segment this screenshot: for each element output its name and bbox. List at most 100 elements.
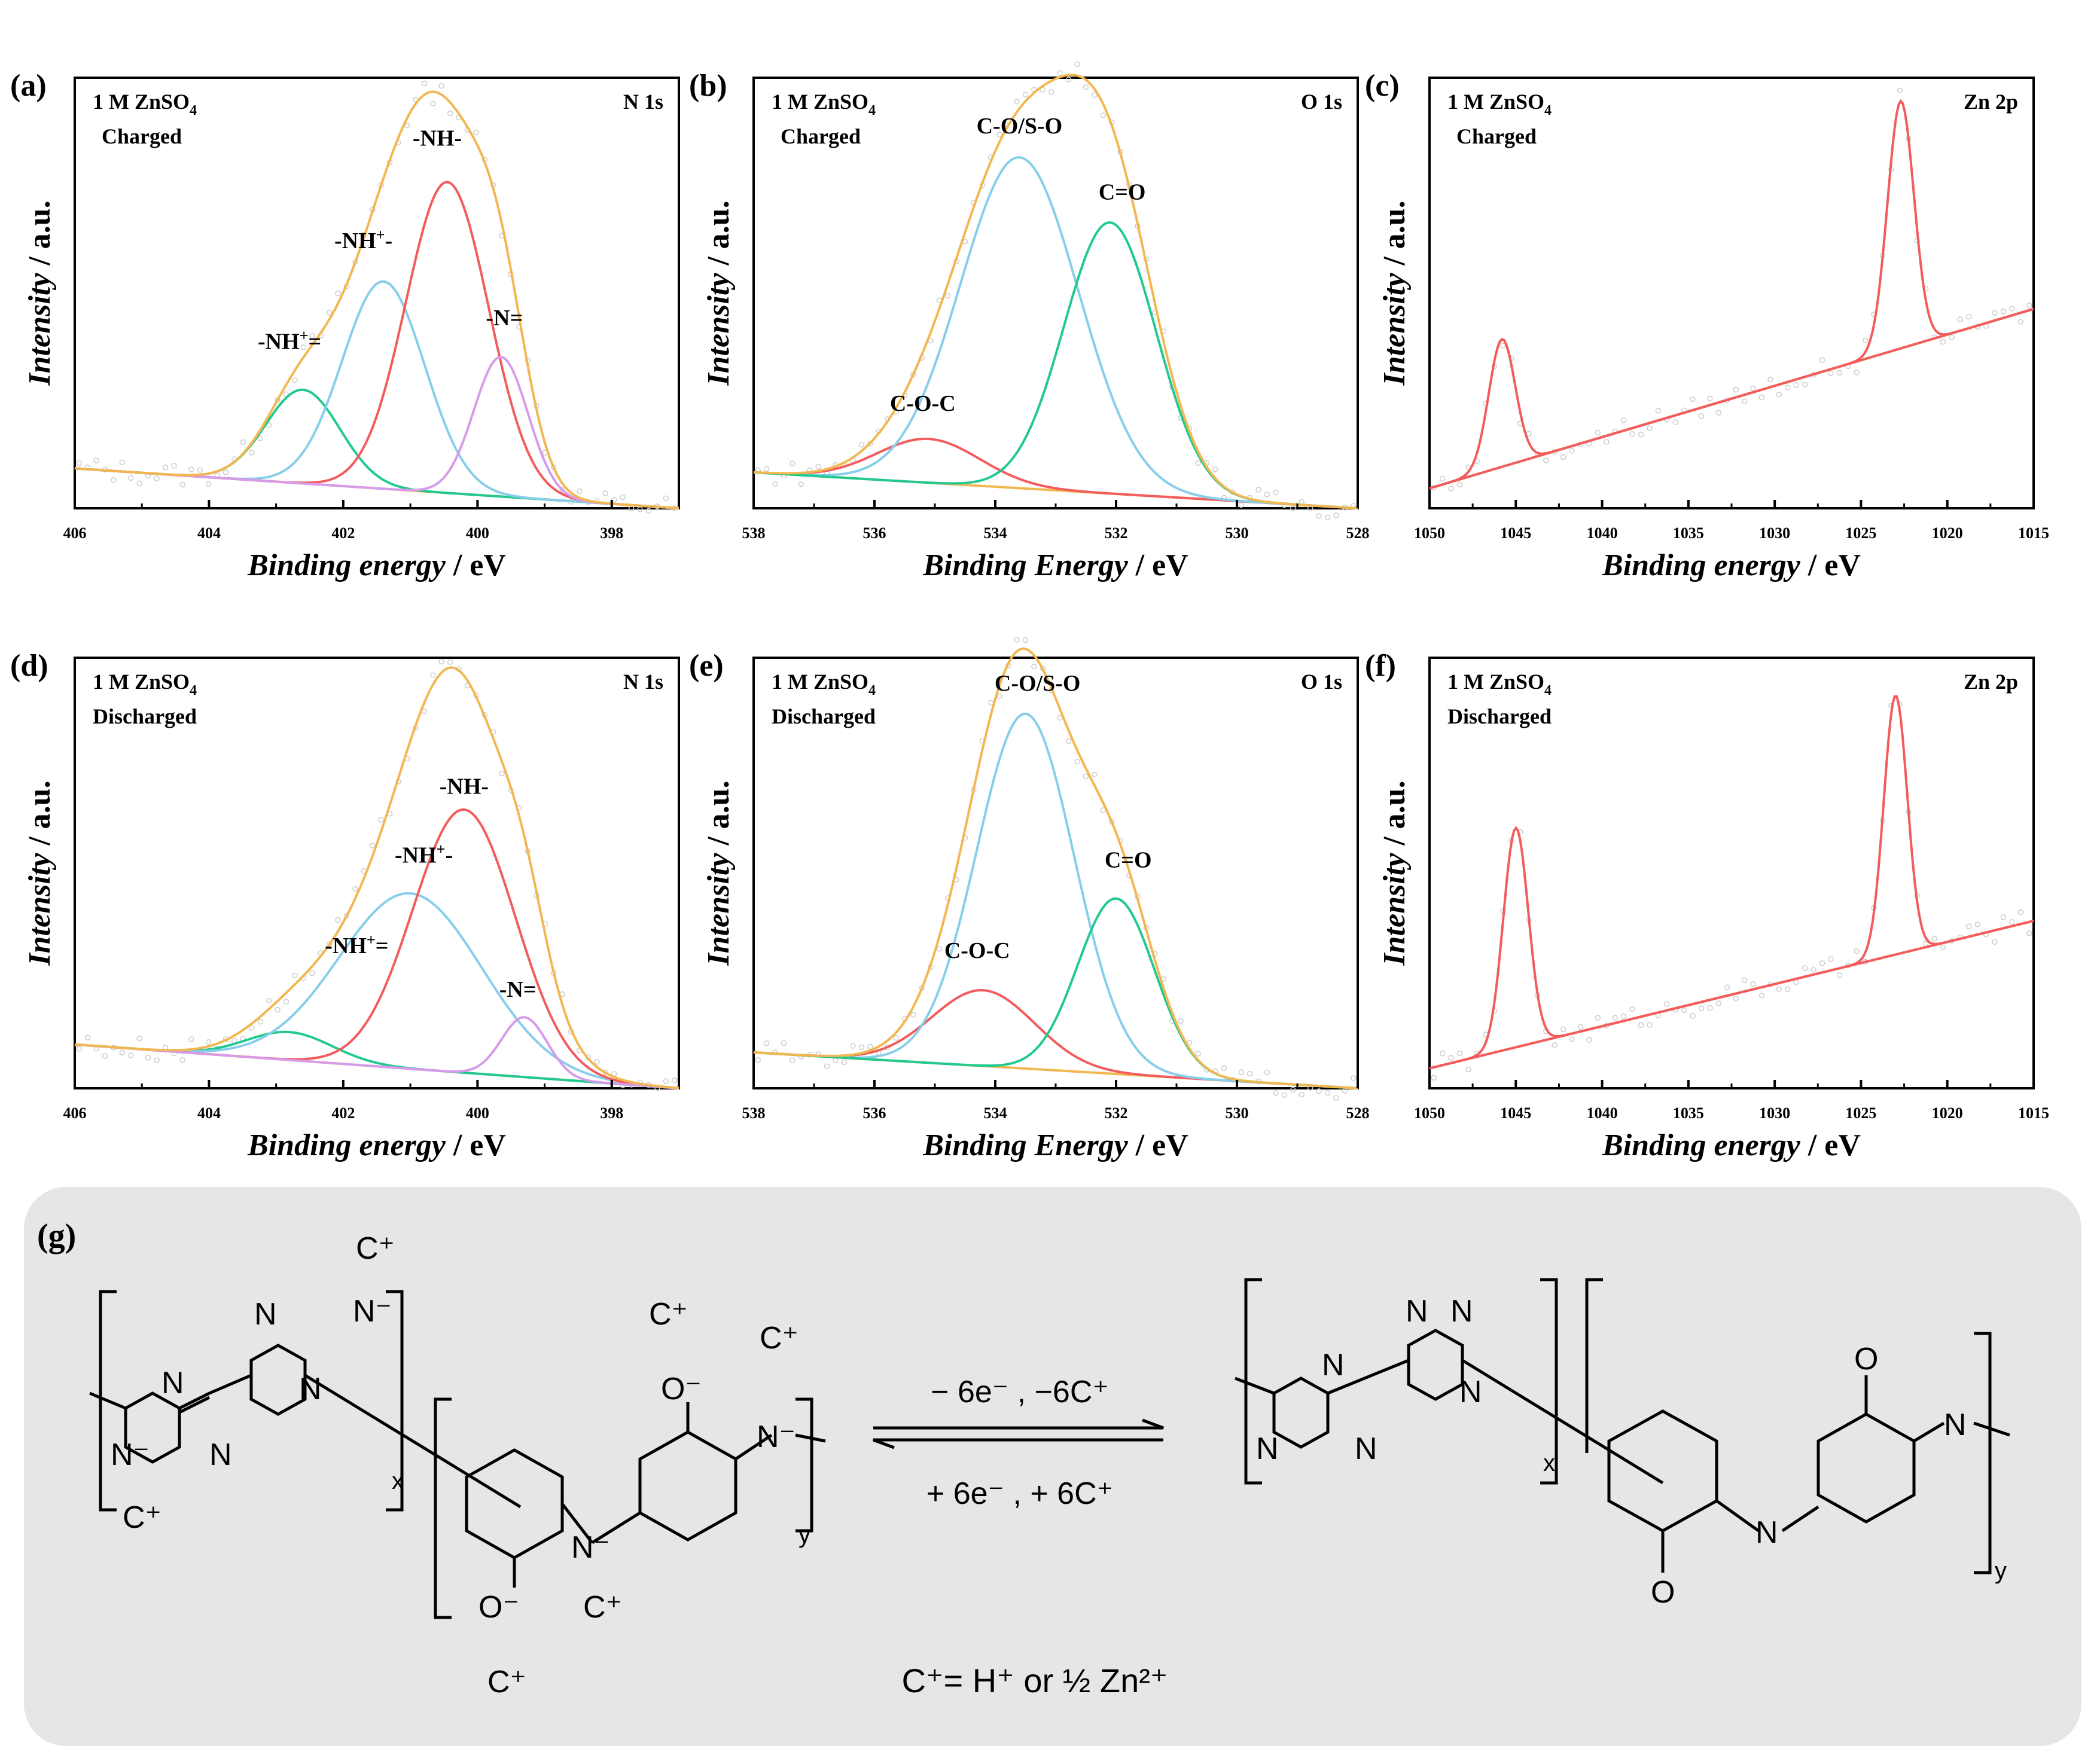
raw-point — [1715, 410, 1722, 416]
raw-point — [1316, 513, 1322, 519]
x-tick-label: 1025 — [1845, 524, 1876, 542]
raw-point — [1014, 637, 1020, 643]
raw-point — [944, 292, 951, 299]
peak-label-base: -NH- — [413, 126, 462, 151]
atom-n: N — [1256, 1432, 1279, 1466]
raw-point — [1681, 1007, 1687, 1014]
panel-label: (c) — [1365, 69, 1400, 103]
electrolyte-base: 1 M ZnSO — [93, 90, 190, 114]
y-axis-label: Intensity / a.u. — [702, 780, 736, 966]
raw-point — [1750, 385, 1756, 392]
y-axis-label-unit: / a.u. — [23, 200, 57, 273]
raw-point — [2000, 309, 2007, 315]
x-axis-label-italic: Binding energy — [1602, 1128, 1801, 1162]
raw-point — [1733, 386, 1739, 393]
raw-point — [1290, 505, 1296, 512]
panel-label: (d) — [10, 649, 48, 683]
raw-point — [910, 1012, 916, 1018]
raw-point — [1031, 664, 1037, 670]
electrolyte-label: 1 M ZnSO4 — [772, 670, 876, 698]
raw-point — [1750, 981, 1756, 987]
raw-point — [430, 100, 436, 106]
x-tick-label: 1050 — [1414, 524, 1445, 542]
bracket-x-right — [386, 1290, 404, 1512]
x-axis-label: Binding energy / eV — [1602, 1128, 1861, 1162]
raw-point — [1638, 432, 1644, 438]
peak-label: C=O — [1105, 848, 1152, 873]
scheme-background — [24, 1187, 2081, 1746]
bracket-y-left — [434, 1397, 452, 1619]
raw-point — [755, 1057, 761, 1063]
peak-label-base: -N= — [499, 977, 537, 1002]
raw-point — [1620, 1013, 1627, 1020]
atom-n: N — [1755, 1515, 1778, 1550]
raw-point — [378, 817, 384, 823]
raw-point — [1819, 357, 1825, 363]
x-axis-label-italic: Binding energy — [247, 1128, 446, 1162]
x-tick-label: 536 — [863, 1104, 886, 1122]
y-axis-label-italic: Intensity — [23, 853, 57, 966]
raw-point — [179, 481, 186, 488]
raw-point — [1324, 514, 1331, 521]
raw-point — [1785, 384, 1791, 390]
raw-point — [197, 467, 203, 473]
raw-point — [1014, 99, 1020, 105]
peak-label: -N= — [486, 306, 523, 331]
x-tick-label: 1045 — [1500, 524, 1531, 542]
raw-point — [111, 477, 117, 483]
atom-n: N — [1450, 1294, 1473, 1329]
electrolyte-base: 1 M ZnSO — [772, 670, 868, 694]
oxidized-structure-atoms: N N N N N N x O N O N y — [1256, 1294, 2007, 1610]
raw-point — [559, 487, 565, 493]
raw-point — [1178, 1018, 1184, 1024]
y-axis-label-unit: / a.u. — [23, 780, 57, 853]
x-tick-label: 536 — [863, 524, 886, 542]
raw-point — [2026, 303, 2032, 309]
raw-point — [1957, 316, 1964, 322]
raw-point — [1966, 314, 1972, 320]
x-tick-label: 402 — [331, 524, 355, 542]
raw-point — [763, 466, 770, 472]
raw-point — [663, 495, 669, 502]
raw-point — [1212, 466, 1218, 472]
atom-n: N — [161, 1366, 184, 1400]
atom-n: N — [1355, 1432, 1377, 1466]
panel-label: (a) — [10, 69, 47, 103]
raw-point — [1569, 448, 1575, 454]
raw-point — [1100, 112, 1107, 118]
raw-point — [128, 475, 134, 481]
y-axis-label: Intensity / a.u. — [23, 780, 57, 966]
peak-label-base: C-O/S-O — [977, 114, 1063, 139]
raw-point — [602, 490, 609, 496]
atom-o-minus: O⁻ — [661, 1372, 702, 1406]
raw-point — [292, 972, 298, 979]
raw-point — [1439, 475, 1446, 482]
raw-point — [421, 80, 428, 87]
peak-label-base: -NH — [395, 843, 437, 868]
component-peak — [74, 356, 679, 509]
raw-point — [145, 1055, 151, 1061]
peak-label-base: -NH — [334, 228, 376, 254]
cation-c-plus: C⁺ — [123, 1500, 161, 1535]
peak-label-superscript: + — [376, 226, 385, 243]
peak-label-base: C=O — [1099, 179, 1146, 205]
region-label: Zn 2p — [1964, 90, 2018, 114]
x-tick-label: 528 — [1346, 524, 1370, 542]
y-axis-label-italic: Intensity — [1377, 273, 1412, 386]
peak-label-superscript: + — [367, 931, 376, 948]
electrolyte-subscript: 4 — [190, 683, 197, 698]
x-tick-label: 406 — [63, 524, 87, 542]
raw-point — [1022, 91, 1029, 97]
raw-point — [1811, 967, 1816, 973]
raw-point — [1560, 1026, 1566, 1033]
raw-point — [1655, 408, 1662, 414]
component-peak — [74, 1016, 679, 1089]
x-tick-label: 1040 — [1587, 1104, 1618, 1122]
raw-point — [1707, 395, 1713, 402]
raw-point — [763, 1040, 770, 1046]
raw-point — [1195, 1051, 1201, 1057]
electrolyte-base: 1 M ZnSO — [772, 90, 868, 114]
raw-point — [1439, 1050, 1446, 1057]
raw-point — [1715, 1000, 1722, 1006]
